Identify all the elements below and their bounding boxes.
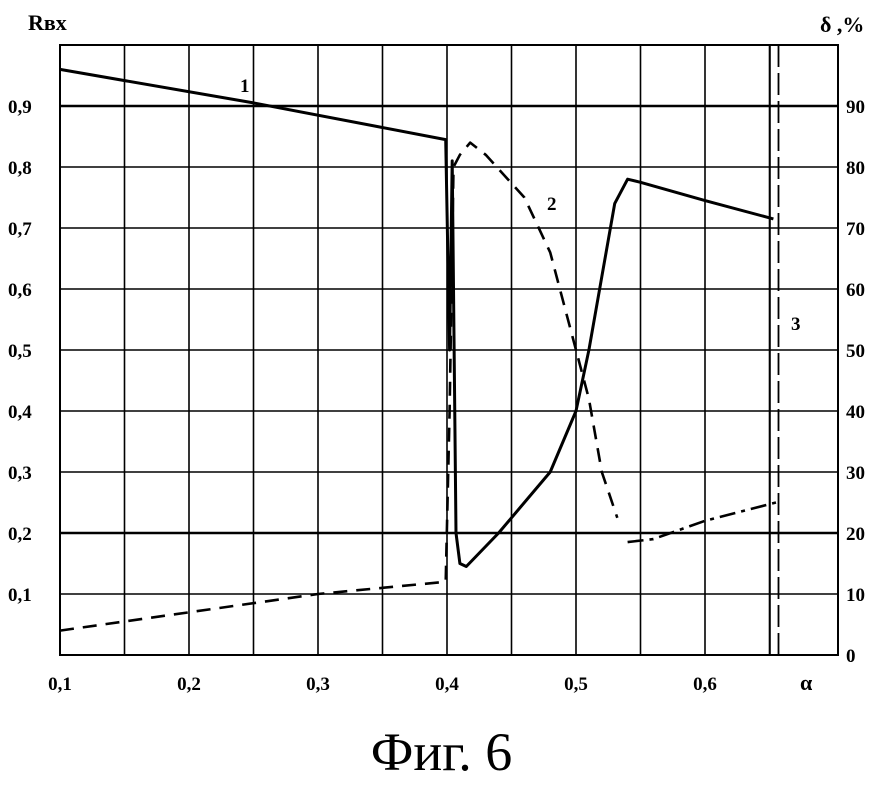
curve-label-3: 3 <box>791 314 801 335</box>
left-y-tick-labels: 0,1 0,2 0,3 0,4 0,5 0,6 0,7 0,8 0,9 <box>8 97 32 606</box>
left-y-tick-label: 0,1 <box>8 585 32 606</box>
right-y-tick-label: 50 <box>846 341 865 362</box>
left-y-tick-label: 0,4 <box>8 402 32 423</box>
right-y-tick-label: 0 <box>846 646 856 667</box>
left-y-tick-label: 0,2 <box>8 524 32 545</box>
left-y-tick-label: 0,3 <box>8 463 32 484</box>
x-tick-label: 0,6 <box>693 674 717 695</box>
x-tick-label: 0,1 <box>48 674 72 695</box>
left-axis-label: Rвх <box>28 10 67 35</box>
left-y-tick-label: 0,6 <box>8 280 32 301</box>
left-y-tick-label: 0,7 <box>8 219 32 240</box>
series-2-line-1 <box>60 143 617 631</box>
right-y-tick-label: 40 <box>846 402 865 423</box>
chart: 0,1 0,2 0,3 0,4 0,5 0,6 0,1 0,2 0,3 0,4 0,5 0,6 0,7… <box>0 0 883 720</box>
right-axis-label: δ ,% <box>820 12 864 37</box>
right-y-tick-label: 20 <box>846 524 865 545</box>
right-y-tick-label: 70 <box>846 219 865 240</box>
figure-caption: Фиг. 6 <box>0 722 883 782</box>
right-y-tick-label: 80 <box>846 158 865 179</box>
series-segment-line-2 <box>628 503 776 543</box>
x-tick-label: 0,4 <box>435 674 459 695</box>
x-tick-label: 0,5 <box>564 674 588 695</box>
right-y-tick-label: 90 <box>846 97 865 118</box>
series-1-line-0 <box>60 69 773 566</box>
left-y-tick-label: 0,8 <box>8 158 32 179</box>
left-y-tick-label: 0,5 <box>8 341 32 362</box>
left-y-tick-label: 0,9 <box>8 97 32 118</box>
right-y-tick-label: 60 <box>846 280 865 301</box>
x-tick-label: 0,3 <box>306 674 330 695</box>
curve-label-1: 1 <box>240 76 250 97</box>
right-y-tick-label: 10 <box>846 585 865 606</box>
right-y-tick-label: 30 <box>846 463 865 484</box>
x-tick-label: 0,2 <box>177 674 201 695</box>
right-y-tick-labels: 0 10 20 30 40 50 60 70 80 90 <box>846 97 865 667</box>
x-axis-label: α <box>800 670 813 695</box>
curve-label-2: 2 <box>547 194 557 215</box>
x-tick-labels: 0,1 0,2 0,3 0,4 0,5 0,6 <box>48 674 717 695</box>
